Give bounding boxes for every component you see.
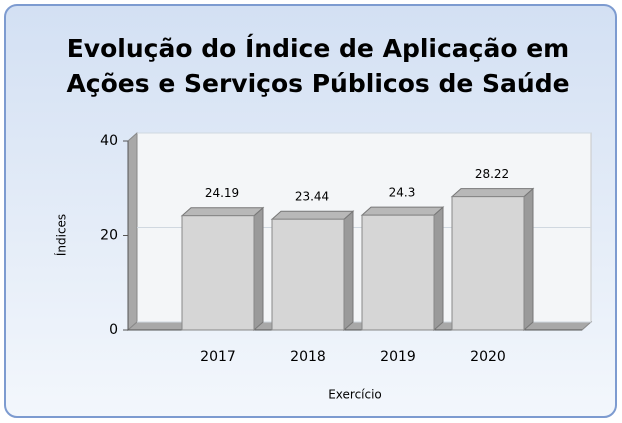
bar-top xyxy=(450,188,535,198)
data-label: 24.3 xyxy=(389,186,416,200)
bar xyxy=(451,196,525,331)
bar xyxy=(181,215,255,331)
y-tick-label: 40 xyxy=(100,133,118,149)
bar-side xyxy=(523,187,534,332)
y-axis-label: Índices xyxy=(54,214,69,256)
x-tick-label: 2018 xyxy=(290,349,326,365)
bar-side xyxy=(343,210,354,332)
x-tick-label: 2019 xyxy=(380,349,416,365)
x-tick-label: 2020 xyxy=(470,349,506,365)
bar-side xyxy=(433,206,444,332)
y-tick-label: 20 xyxy=(100,228,118,244)
bar-top xyxy=(270,210,355,220)
y-tick-label: 0 xyxy=(109,322,118,338)
bar xyxy=(271,218,345,331)
data-label: 24.19 xyxy=(205,186,239,200)
bar-side xyxy=(253,206,264,332)
left-wall xyxy=(127,131,138,332)
chart-title: Evolução do Índice de Aplicação em xyxy=(67,34,570,63)
bar-top xyxy=(360,206,445,216)
bar xyxy=(361,214,435,331)
x-axis-label: Exercício xyxy=(328,388,382,402)
bar-top xyxy=(180,207,265,217)
chart-subtitle: Ações e Serviços Públicos de Saúde xyxy=(66,69,569,98)
x-tick-label: 2017 xyxy=(200,349,236,365)
data-label: 28.22 xyxy=(475,167,509,181)
data-label: 23.44 xyxy=(295,190,329,204)
